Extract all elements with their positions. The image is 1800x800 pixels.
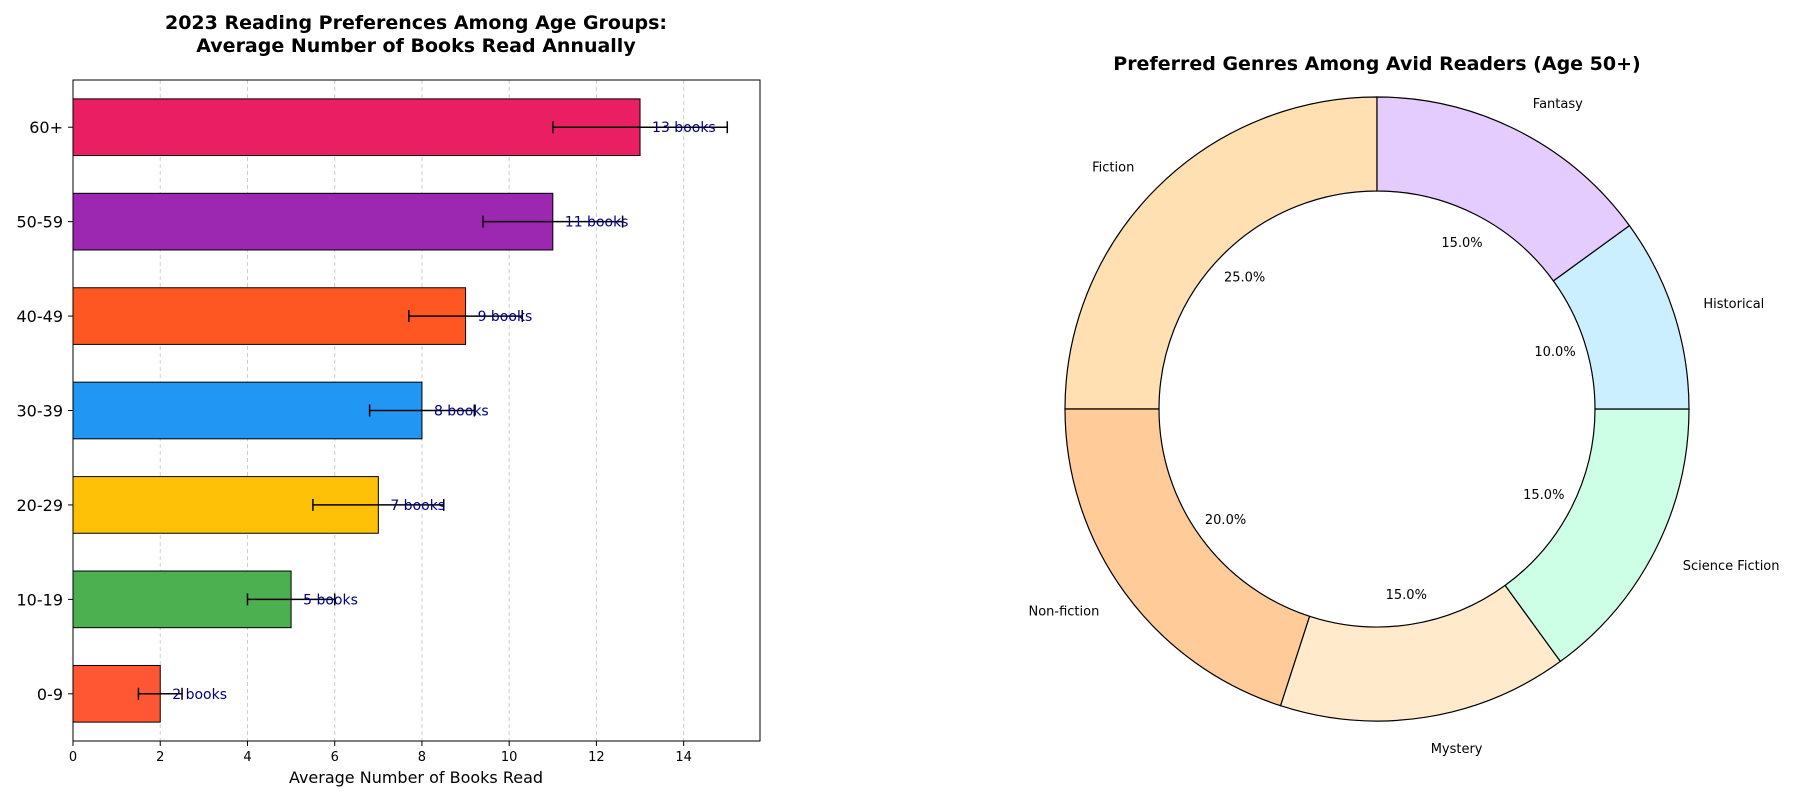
bar-data-label: 13 books (652, 120, 716, 136)
donut-labels: Fiction 25.0% Non-fiction 20.0% Mystery 15.0%… (1028, 97, 1779, 757)
bar-x-tick-label: 2 (156, 750, 164, 765)
bar-category-label: 40-49 (17, 307, 64, 326)
bar-data-label: 5 books (303, 592, 358, 608)
bar-x-tick-label: 4 (243, 750, 251, 765)
donut-slice (1376, 96, 1631, 282)
bar-category-label: 0-9 (37, 685, 63, 704)
donut-percent-label: 20.0% (1205, 513, 1246, 528)
donut-slice (1504, 408, 1690, 663)
donut-percent-label: 25.0% (1224, 271, 1265, 286)
bar-series: 2 books 5 books 7 books 8 books 9 books 11 bo… (72, 98, 729, 723)
bar-x-tick-label: 0 (69, 750, 77, 765)
donut-percent-label: 15.0% (1523, 488, 1564, 503)
bar-x-tick-label: 6 (331, 750, 339, 765)
bar-category-label: 50-59 (17, 213, 64, 232)
donut-slice (1279, 584, 1562, 722)
bar-data-label: 2 books (172, 687, 227, 703)
bar-chart-title-line1: 2023 Reading Preferences Among Age Group… (165, 12, 667, 34)
bar-data-label: 8 books (434, 404, 489, 420)
donut-percent-label: 15.0% (1386, 588, 1427, 603)
bar-category-label: 60+ (29, 118, 63, 137)
donut-chart: Preferred Genres Among Avid Readers (Age… (1028, 53, 1779, 757)
bar-y-ticks: 0-9 10-19 20-29 30-39 40-49 50-59 60+ (17, 118, 73, 704)
donut-category-label: Non-fiction (1028, 605, 1099, 620)
bar-data-label: 7 books (390, 498, 445, 514)
donut-category-label: Science Fiction (1683, 559, 1780, 574)
bar-x-tick-label: 10 (501, 750, 518, 765)
bar-data-label: 11 books (565, 215, 629, 231)
bar-category-label: 10-19 (17, 590, 64, 609)
bar (72, 287, 467, 345)
donut-category-label: Historical (1703, 297, 1764, 312)
bar-x-ticks: 0 2 4 6 8 10 12 14 (69, 741, 692, 765)
bar-x-tick-label: 8 (418, 750, 426, 765)
donut-slices (1064, 96, 1690, 722)
donut-slice (1064, 96, 1378, 410)
donut-percent-label: 10.0% (1534, 345, 1575, 360)
donut-percent-label: 15.0% (1441, 236, 1482, 251)
donut-category-label: Mystery (1431, 742, 1483, 757)
bar-x-axis-label: Average Number of Books Read (289, 768, 543, 787)
donut-category-label: Fiction (1092, 160, 1134, 175)
donut-slice (1064, 408, 1311, 707)
bar-x-tick-label: 12 (588, 750, 605, 765)
bar-chart: 2023 Reading Preferences Among Age Group… (17, 12, 761, 787)
bar-category-label: 30-39 (17, 402, 64, 421)
bar-chart-title-line2: Average Number of Books Read Annually (196, 35, 636, 57)
bar-category-label: 20-29 (17, 496, 64, 515)
donut-category-label: Fantasy (1533, 97, 1583, 112)
bar-data-label: 9 books (478, 309, 533, 325)
bar (72, 381, 423, 440)
donut-chart-title: Preferred Genres Among Avid Readers (Age… (1113, 53, 1640, 75)
bar (72, 192, 554, 251)
bar-x-tick-label: 14 (675, 750, 692, 765)
